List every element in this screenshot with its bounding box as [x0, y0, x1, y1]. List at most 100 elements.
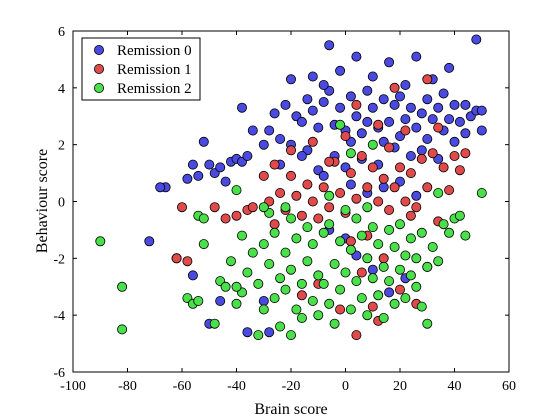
data-point [220, 281, 231, 292]
data-point [215, 162, 226, 173]
data-point [258, 304, 269, 315]
data-point [405, 150, 416, 161]
data-point [176, 202, 187, 213]
data-point [242, 267, 253, 278]
x-tick-label: -80 [118, 379, 137, 394]
legend-label: Remission 1 [117, 62, 192, 78]
data-point [411, 281, 422, 292]
data-point [318, 278, 329, 289]
data-point [296, 290, 307, 301]
data-point [433, 187, 444, 198]
data-point [340, 267, 351, 278]
data-point [476, 105, 487, 116]
data-point [324, 190, 335, 201]
data-point [367, 222, 378, 233]
data-point [340, 131, 351, 142]
data-point [351, 99, 362, 110]
data-point [275, 133, 286, 144]
data-point [351, 213, 362, 224]
data-point [204, 159, 215, 170]
data-point [231, 210, 242, 221]
data-point [231, 281, 242, 292]
data-point [438, 88, 449, 99]
data-point [373, 119, 384, 130]
y-tick-label: -2 [53, 252, 65, 267]
scatter-marks [95, 34, 487, 341]
data-point [264, 125, 275, 136]
data-point [378, 94, 389, 105]
data-point [198, 136, 209, 147]
data-point [296, 312, 307, 323]
data-point [433, 102, 444, 113]
data-point [389, 82, 400, 93]
data-point [291, 190, 302, 201]
data-point [422, 261, 433, 272]
data-point [394, 264, 405, 275]
data-point [335, 236, 346, 247]
data-point [307, 196, 318, 207]
data-point [427, 148, 438, 159]
data-point [416, 301, 427, 312]
data-point [394, 162, 405, 173]
data-point [187, 270, 198, 281]
data-point [275, 187, 286, 198]
data-point [182, 173, 193, 184]
data-point [444, 185, 455, 196]
data-point [367, 71, 378, 82]
data-point [405, 168, 416, 179]
data-point [324, 156, 335, 167]
data-point [345, 179, 356, 190]
data-point [307, 105, 318, 116]
data-point [318, 80, 329, 91]
x-tick-label: 0 [342, 379, 349, 394]
data-point [356, 267, 367, 278]
y-tick-label: 0 [58, 196, 65, 211]
data-point [384, 142, 395, 153]
data-point [258, 202, 269, 213]
data-point [247, 247, 258, 258]
data-point [362, 85, 373, 96]
data-point [405, 233, 416, 244]
data-point [345, 148, 356, 159]
data-point [422, 74, 433, 85]
data-point [389, 241, 400, 252]
data-point [280, 99, 291, 110]
data-point [460, 230, 471, 241]
data-point [247, 125, 258, 136]
data-point [307, 239, 318, 250]
data-point [427, 241, 438, 252]
data-point [264, 258, 275, 269]
data-point [302, 179, 313, 190]
data-point [356, 150, 367, 161]
data-point [242, 327, 253, 338]
data-point [367, 139, 378, 150]
x-tick-label: -100 [60, 379, 86, 394]
data-point [220, 213, 231, 224]
data-point [307, 136, 318, 147]
data-point [236, 102, 247, 113]
data-point [384, 204, 395, 215]
data-point [422, 94, 433, 105]
data-point [318, 170, 329, 181]
data-point [253, 330, 264, 341]
data-point [384, 276, 395, 287]
data-point [356, 230, 367, 241]
x-axis-title: Brain score [254, 401, 327, 418]
data-point [307, 295, 318, 306]
data-point [345, 91, 356, 102]
data-point [198, 239, 209, 250]
data-point [444, 114, 455, 125]
data-point [117, 324, 128, 335]
data-point [335, 187, 346, 198]
data-point [411, 190, 422, 201]
data-point [427, 114, 438, 125]
data-point [378, 182, 389, 193]
x-tick-label: -20 [282, 379, 301, 394]
data-point [280, 247, 291, 258]
data-point [285, 74, 296, 85]
data-point [242, 150, 253, 161]
data-point [335, 284, 346, 295]
data-point [405, 210, 416, 221]
data-point [400, 80, 411, 91]
